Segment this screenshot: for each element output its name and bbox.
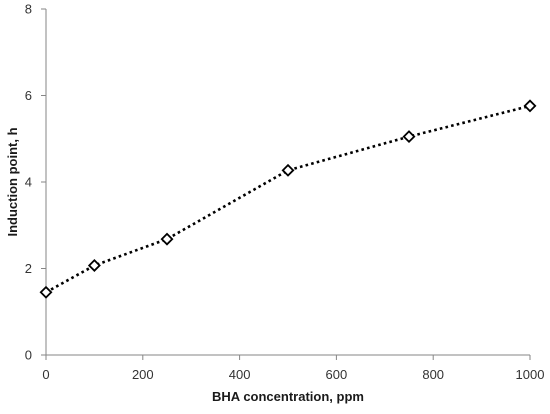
axes: 0 2 4 6 8 0 200 400 600 800 1000 [25,2,545,383]
y-tick-label: 2 [25,261,32,276]
series-layer [39,99,537,299]
data-point-marker [281,163,295,177]
y-tick-label: 4 [25,175,32,190]
y-tick-label: 6 [25,88,32,103]
y-tick-label: 8 [25,2,32,17]
x-tick-label: 1000 [516,367,545,382]
data-point-marker [402,130,416,144]
x-tick-label: 0 [42,367,49,382]
data-point-marker [39,285,53,299]
y-tick-label: 0 [25,348,32,363]
x-axis-title: BHA concentration, ppm [212,389,364,404]
x-tick-label: 600 [326,367,348,382]
x-tick-label: 800 [422,367,444,382]
x-tick-label: 400 [229,367,251,382]
data-point-marker [160,232,174,246]
data-point-marker [523,99,537,113]
y-axis-title: Induction point, h [5,127,20,236]
series-line [45,104,531,294]
data-point-marker [87,258,101,272]
x-tick-label: 200 [132,367,154,382]
